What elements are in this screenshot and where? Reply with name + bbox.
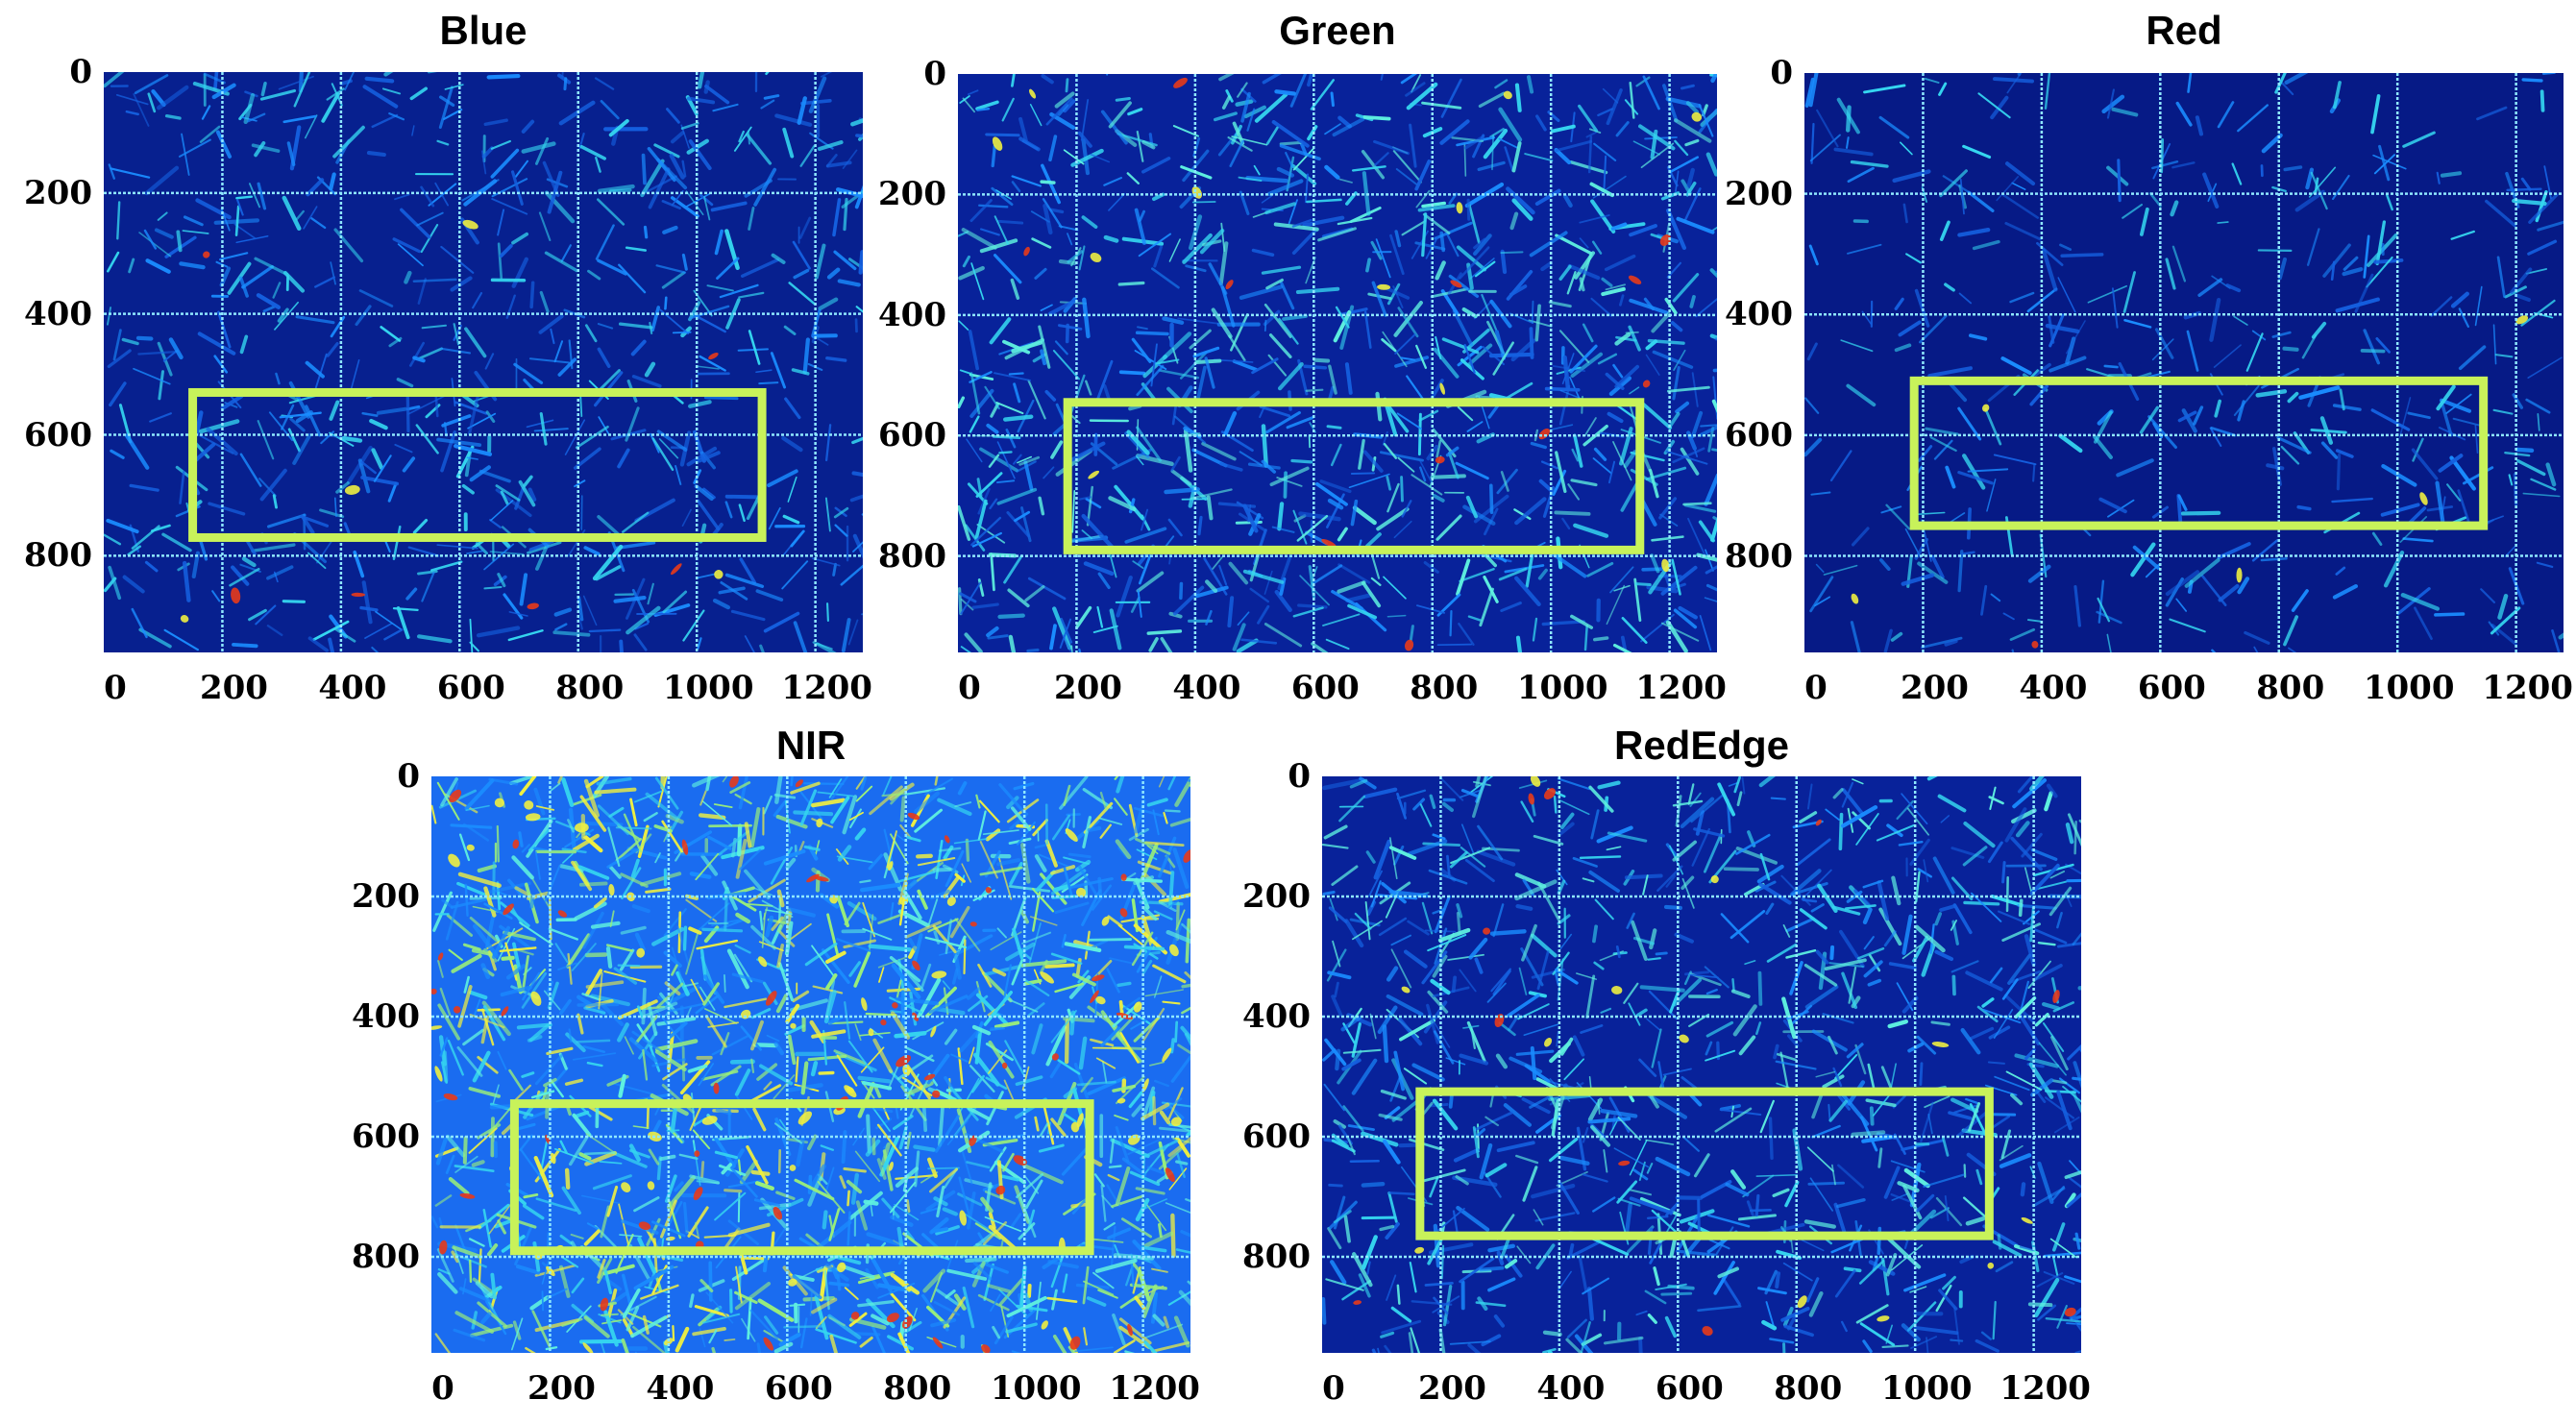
y-tick-label: 400 (1242, 997, 1311, 1036)
y-tick-label: 0 (1288, 757, 1311, 796)
y-tick-label: 400 (352, 997, 420, 1036)
y-tick-label: 800 (352, 1238, 420, 1276)
x-tick-label: 800 (555, 669, 625, 707)
y-tick-label: 0 (69, 53, 92, 91)
x-tick-label: 600 (436, 669, 505, 707)
x-tick-label: 400 (318, 669, 387, 707)
x-tick-label: 1200 (1109, 1369, 1200, 1408)
band-image-rededge (1322, 776, 2081, 1353)
band-image-nir (431, 776, 1190, 1353)
x-tick-label: 200 (1900, 669, 1969, 707)
x-tick-label: 400 (2019, 669, 2088, 707)
leaf-texture (104, 72, 863, 652)
x-tick-label: 0 (1804, 669, 1828, 707)
x-tick-label: 200 (199, 669, 268, 707)
band-image-green (958, 74, 1717, 652)
x-tick-label: 800 (1774, 1369, 1843, 1408)
x-tick-label: 200 (1417, 1369, 1486, 1408)
leaf-texture (431, 776, 1190, 1353)
y-tick-label: 200 (1242, 877, 1311, 916)
y-tick-label: 600 (352, 1117, 420, 1156)
band-heatmap-red (1804, 73, 2564, 652)
roi-box (1909, 376, 2489, 530)
x-tick-label: 0 (958, 669, 981, 707)
x-tick-label: 600 (1655, 1369, 1724, 1408)
x-tick-label: 1200 (1999, 1369, 2091, 1408)
x-tick-label: 400 (1536, 1369, 1606, 1408)
y-tick-label: 0 (1770, 54, 1793, 92)
y-tick-label: 200 (352, 877, 420, 916)
panel-title: Blue (439, 8, 527, 53)
y-tick-label: 600 (1725, 415, 1793, 454)
band-heatmap-blue (104, 72, 863, 652)
x-tick-label: 400 (646, 1369, 715, 1408)
band-heatmap-green (958, 74, 1717, 652)
leaf-texture (958, 74, 1717, 652)
y-tick-label: 200 (878, 175, 946, 214)
leaf-texture (1322, 776, 2081, 1353)
roi-box (509, 1099, 1094, 1256)
y-tick-label: 800 (878, 536, 946, 576)
y-tick-label: 0 (923, 55, 946, 93)
y-tick-label: 600 (24, 415, 92, 454)
x-tick-label: 800 (1410, 669, 1479, 707)
y-tick-label: 200 (1725, 174, 1793, 213)
x-tick-label: 600 (1290, 669, 1360, 707)
x-tick-label: 1200 (2482, 669, 2573, 707)
y-tick-label: 600 (1242, 1117, 1311, 1156)
x-tick-label: 1200 (781, 669, 872, 707)
x-tick-label: 0 (104, 669, 127, 707)
roi-box (1415, 1087, 1994, 1240)
x-tick-label: 200 (1053, 669, 1122, 707)
y-tick-label: 400 (1725, 295, 1793, 334)
x-tick-label: 0 (1322, 1369, 1345, 1408)
x-tick-label: 1000 (662, 669, 754, 707)
x-tick-label: 1000 (2363, 669, 2455, 707)
x-tick-label: 600 (2137, 669, 2206, 707)
band-heatmap-nir (431, 776, 1190, 1353)
y-tick-label: 800 (1725, 536, 1793, 576)
x-tick-label: 400 (1172, 669, 1241, 707)
y-tick-label: 0 (397, 757, 420, 796)
y-tick-label: 200 (24, 173, 92, 212)
band-image-blue (104, 72, 863, 652)
panel-title: RedEdge (1613, 723, 1790, 768)
leaf-texture (1804, 73, 2564, 652)
x-tick-label: 200 (527, 1369, 596, 1408)
x-tick-label: 600 (764, 1369, 833, 1408)
y-tick-label: 400 (24, 294, 92, 333)
band-image-red (1804, 73, 2564, 652)
y-tick-label: 800 (1242, 1238, 1311, 1276)
band-heatmap-rededge (1322, 776, 2081, 1353)
x-tick-label: 1000 (990, 1369, 1082, 1408)
x-tick-label: 1000 (1880, 1369, 1973, 1408)
panel-title: Green (1279, 8, 1396, 53)
x-tick-label: 800 (2256, 669, 2325, 707)
panel-title: NIR (775, 723, 846, 768)
panel-title: Red (2146, 8, 2222, 53)
x-tick-label: 800 (883, 1369, 952, 1408)
roi-box (188, 387, 767, 542)
x-tick-label: 1200 (1635, 669, 1727, 707)
roi-box (1063, 398, 1645, 554)
y-tick-label: 600 (878, 416, 946, 455)
y-tick-label: 400 (878, 295, 946, 334)
y-tick-label: 800 (24, 536, 92, 576)
x-tick-label: 1000 (1516, 669, 1608, 707)
x-tick-label: 0 (431, 1369, 454, 1408)
